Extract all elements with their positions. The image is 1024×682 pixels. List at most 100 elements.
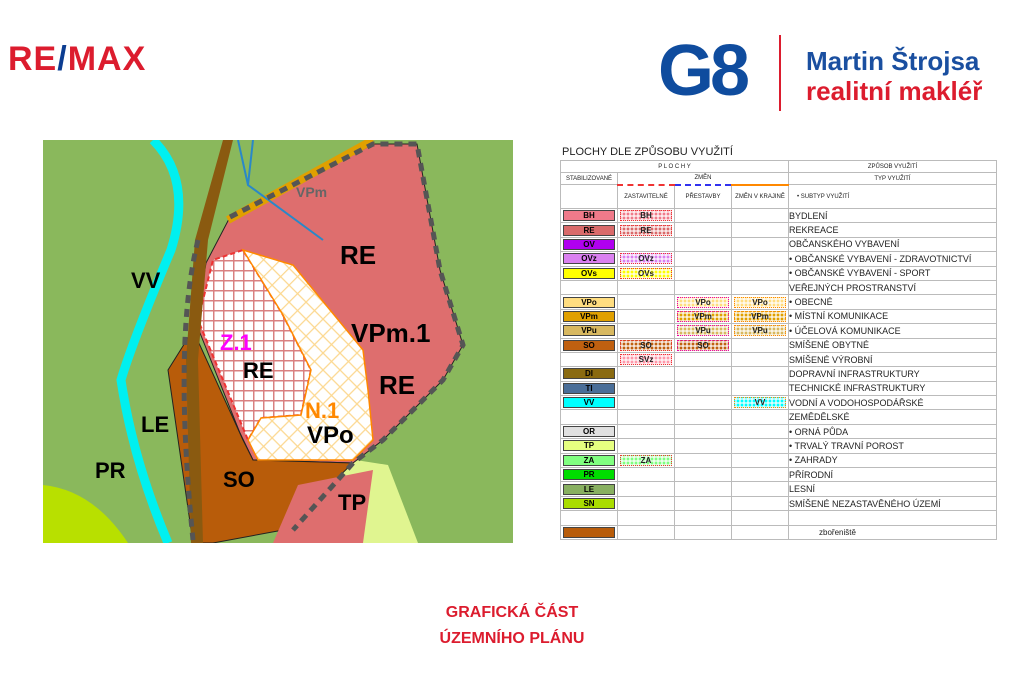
legend-label: OBČANSKÉHO VYBAVENÍ <box>788 236 997 253</box>
header-zmen: ZMĚN <box>617 172 789 185</box>
legend-row: ZA ZA • ZAHRADY <box>560 452 997 469</box>
legend-swatch-zast: BH <box>620 210 672 222</box>
legend-swatch-krajine: VV <box>734 397 786 409</box>
legend-swatch-krajine: VPm <box>734 310 786 322</box>
legend-label: • TRVALÝ TRAVNÍ POROST <box>788 438 997 454</box>
legend-swatch-zast: SO <box>620 339 672 351</box>
legend-swatch-stab: OVz <box>563 253 615 265</box>
legend-swatch-stab: OVs <box>563 267 615 279</box>
legend-row: OVs OVs • OBČANSKÉ VYBAVENÍ - SPORT <box>560 265 997 281</box>
legend-label: • OBČANSKÉ VYBAVENÍ - ZDRAVOTNICTVÍ <box>788 251 997 267</box>
recreation-area-south <box>273 470 373 543</box>
legend-label: SMÍŠENÉ OBYTNÉ <box>788 337 997 353</box>
header-prest: PŘESTAVBY <box>674 183 732 209</box>
map-label-vpm: VPm <box>296 184 328 200</box>
legend-swatch-stab: OV <box>563 238 615 250</box>
legend-table: P L O C H Y ZPŮSOB VYUŽITÍ STABILIZOVANÉ Z… <box>560 160 997 540</box>
g8-logo: G8 <box>658 31 750 111</box>
local-road <box>226 140 375 224</box>
legend-swatch-stab: VPo <box>563 296 615 308</box>
legend-row: OVz OVz • OBČANSKÉ VYBAVENÍ - ZDRAVOTNICTV… <box>560 251 997 267</box>
legend-swatch-prest: SO <box>677 339 729 351</box>
legend-title: PLOCHY DLE ZPŮSOBU VYUŽITÍ <box>562 146 733 158</box>
legend-swatch-stab: TP <box>563 440 615 452</box>
legend-swatch-zast: RE <box>620 224 672 236</box>
legend-row: VPu VPu VPu • ÚČELOVÁ KOMUNIKACE <box>560 323 997 339</box>
agent-role: realitní makléř <box>806 76 983 106</box>
legend-label: LESNÍ <box>788 481 997 497</box>
legend-label: ZEMĚDĚLSKÉ <box>788 409 997 425</box>
remax-logo: RE/MAX <box>8 40 147 78</box>
legend-row: ZEMĚDĚLSKÉ <box>560 409 997 425</box>
legend-swatch-stab: BH <box>563 210 615 222</box>
legend-row: VPo VPo VPo • OBECNÉ <box>560 294 997 310</box>
legend-row: VEŘEJNÝCH PROSTRANSTVÍ <box>560 279 997 296</box>
map-label-so: SO <box>223 467 255 492</box>
legend-swatch-stab: VPm <box>563 310 615 322</box>
legend-swatch-stab <box>563 526 615 538</box>
header-zast: ZASTAVITELNÉ <box>617 183 675 209</box>
legend-row: BH BH BYDLENÍ <box>560 207 997 224</box>
legend-swatch-zast: ZA <box>620 454 672 466</box>
header-subtyp: • SUBTYP VYUŽITÍ <box>788 184 997 209</box>
legend-swatch-stab: PR <box>563 469 615 481</box>
boundary-line <box>181 239 201 541</box>
legend-swatch-prest: VPu <box>677 325 729 337</box>
map-label-z1: Z.1 <box>220 330 252 355</box>
header-plochy: P L O C H Y <box>560 160 789 173</box>
map-label-vpo: VPo <box>307 422 354 449</box>
legend-row: PR PŘÍRODNÍ <box>560 467 997 483</box>
stream <box>116 140 184 543</box>
legend-label: • OBECNÉ <box>788 294 997 310</box>
legend-swatch-stab: OR <box>563 426 615 438</box>
legend-row: zbořeniště <box>560 524 997 540</box>
legend-row: TI TECHNICKÉ INFRASTRUKTURY <box>560 380 997 397</box>
legend-label <box>788 510 997 526</box>
legend-swatch-stab: VV <box>563 397 615 409</box>
legend-swatch-zast: OVs <box>620 267 672 279</box>
water-line <box>237 140 324 241</box>
agent-name: Martin Štrojsa <box>806 46 980 76</box>
header-typ: TYP VYUŽITÍ <box>788 172 997 185</box>
map-graphic <box>43 140 513 543</box>
map-label-vpm1: VPm.1 <box>351 318 431 348</box>
legend-row: DI DOPRAVNÍ INFRASTRUKTURY <box>560 366 997 382</box>
zoning-map: VV LE PR SO TP RE RE RE VPm.1 VPo Z.1 N.… <box>43 140 513 543</box>
legend-swatch-krajine: VPo <box>734 296 786 308</box>
legend-label: PŘÍRODNÍ <box>788 467 997 483</box>
legend-label: REKREACE <box>788 222 997 238</box>
map-label-le: LE <box>141 412 170 437</box>
legend-label: SMÍŠENÉ NEZASTAVĚNÉHO ÚZEMÍ <box>788 495 997 512</box>
legend-swatch-krajine: VPu <box>734 325 786 337</box>
legend-label: VEŘEJNÝCH PROSTRANSTVÍ <box>788 279 997 296</box>
legend-row: LE LESNÍ <box>560 481 997 497</box>
legend-row: VV VV VODNÍ A VODOHOSPODÁŘSKÉ <box>560 395 997 411</box>
footer-line1: GRAFICKÁ ČÁST <box>445 604 579 621</box>
legend-label: zbořeniště <box>788 524 997 540</box>
legend-row: TP • TRVALÝ TRAVNÍ POROST <box>560 438 997 454</box>
map-label-re-mid: RE <box>243 358 274 383</box>
legend-row: SN SMÍŠENÉ NEZASTAVĚNÉHO ÚZEMÍ <box>560 495 997 512</box>
legend-row: OV OBČANSKÉHO VYBAVENÍ <box>560 236 997 253</box>
legend-label: • ZAHRADY <box>788 452 997 469</box>
legend-swatch-stab: SO <box>563 339 615 351</box>
legend-swatch-stab: RE <box>563 224 615 236</box>
map-label-re-right: RE <box>379 370 416 400</box>
divider <box>779 35 781 111</box>
header-zpusob: ZPŮSOB VYUŽITÍ <box>788 160 997 173</box>
legend-swatch-stab: DI <box>563 368 615 380</box>
boundary-line-east <box>228 141 466 532</box>
map-label-n1: N.1 <box>305 398 340 423</box>
map-label-re-top: RE <box>340 240 377 270</box>
legend-swatch-prest: VPo <box>677 296 729 308</box>
legend-label: TECHNICKÉ INFRASTRUKTURY <box>788 380 997 397</box>
mixed-area <box>43 485 128 543</box>
legend-label: • OBČANSKÉ VYBAVENÍ - SPORT <box>788 265 997 281</box>
legend-label: • MÍSTNÍ KOMUNIKACE <box>788 308 997 325</box>
footer-line2: ÚZEMNÍHO PLÁNU <box>439 630 585 647</box>
legend-swatch-zast: OVz <box>620 253 672 265</box>
legend-row: SVz SMÍŠENÉ VÝROBNÍ <box>560 351 997 368</box>
map-label-vv: VV <box>131 268 161 293</box>
legend-row: SO SO SO SMÍŠENÉ OBYTNÉ <box>560 337 997 353</box>
legend-label: BYDLENÍ <box>788 207 997 224</box>
